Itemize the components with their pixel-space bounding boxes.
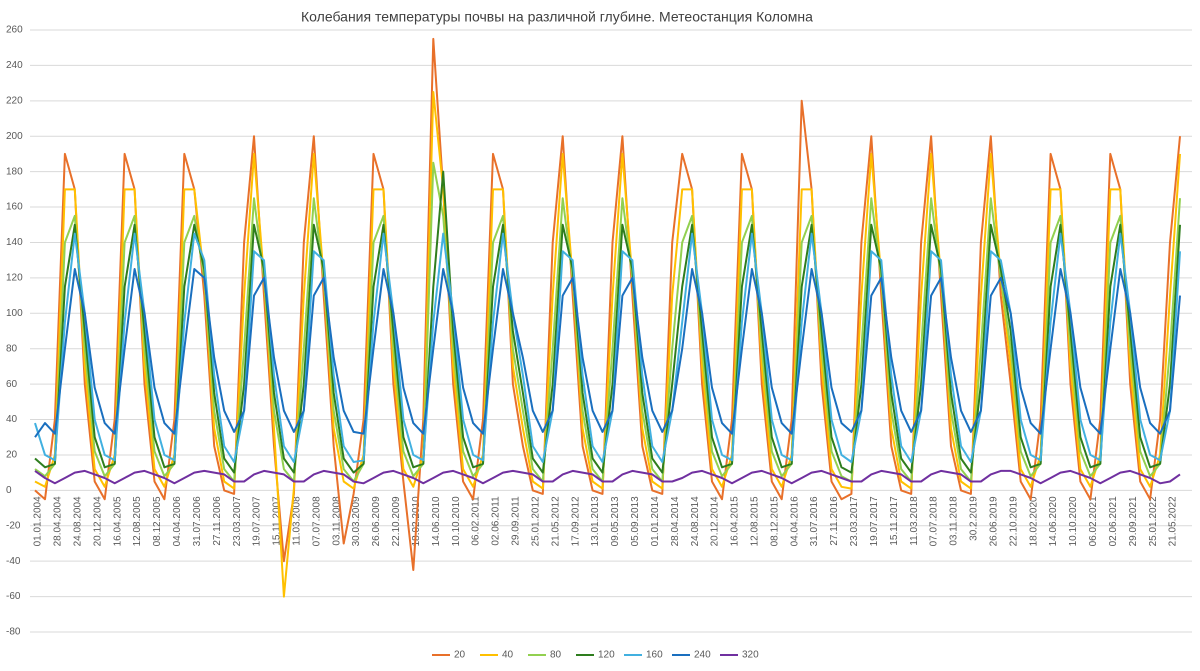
x-tick-label: 10.10.2010 <box>451 496 462 546</box>
series-line <box>34 170 1181 474</box>
x-tick-label: 05.09.2013 <box>630 496 641 546</box>
x-tick-label: 19.07.2017 <box>869 496 880 546</box>
x-tick-label: 10.10.2020 <box>1068 496 1079 546</box>
y-tick-label: 220 <box>6 95 23 106</box>
y-tick-label: 240 <box>6 60 23 71</box>
x-tick-label: 16.04.2015 <box>730 496 741 546</box>
x-tick-label: 18.02.2020 <box>1028 496 1039 546</box>
y-tick-label: -40 <box>6 556 21 567</box>
x-tick-label: 01.01.2004 <box>33 496 44 546</box>
x-tick-label: 04.04.2006 <box>172 496 183 546</box>
chart-title: Колебания температуры почвы на различной… <box>301 9 813 25</box>
x-tick-label: 22.10.2009 <box>391 496 402 546</box>
x-tick-label: 12.08.2015 <box>750 496 761 546</box>
y-tick-label: -60 <box>6 591 21 602</box>
x-tick-label: 27.11.2016 <box>829 496 840 546</box>
legend-label: 20 <box>454 650 466 661</box>
x-tick-label: 02.06.2021 <box>1108 496 1119 546</box>
y-tick-label: 20 <box>6 450 18 461</box>
x-tick-label: 29.09.2011 <box>511 496 522 546</box>
x-tick-label: 07.07.2018 <box>929 496 940 546</box>
x-tick-label: 24.08.2014 <box>690 496 701 546</box>
x-tick-label: 28.04.2014 <box>670 496 681 546</box>
y-tick-label: 140 <box>6 237 23 248</box>
y-tick-label: 40 <box>6 414 18 425</box>
x-tick-label: 13.01.2013 <box>590 496 601 546</box>
x-tick-label: 08.12.2005 <box>152 496 163 546</box>
x-tick-label: 15.11.2017 <box>889 496 900 546</box>
x-tick-label: 11.03.2018 <box>909 496 920 546</box>
legend-label: 120 <box>598 650 615 661</box>
x-tick-label: 01.01.2014 <box>650 496 661 546</box>
x-tick-label: 25.01.2012 <box>530 496 541 546</box>
series-line <box>34 232 1181 463</box>
y-tick-label: 0 <box>6 485 12 496</box>
y-tick-label: 260 <box>6 25 23 36</box>
x-tick-label: 15.11.2007 <box>272 496 283 546</box>
series-line <box>34 469 1181 485</box>
x-tick-label: 08.12.2015 <box>769 496 780 546</box>
y-tick-label: -80 <box>6 627 21 638</box>
x-tick-label: 21.05.2012 <box>550 496 561 546</box>
x-tick-label: 25.01.2022 <box>1148 496 1159 546</box>
x-tick-label: 12.08.2005 <box>132 496 143 546</box>
y-tick-label: 200 <box>6 131 23 142</box>
x-tick-label: 30.2.2019 <box>969 496 980 541</box>
x-tick-label: 04.04.2016 <box>789 496 800 546</box>
x-tick-label: 31.07.2006 <box>192 496 203 546</box>
x-tick-label: 03.11.2008 <box>331 496 342 546</box>
series-line <box>34 268 1181 438</box>
x-tick-label: 27.11.2006 <box>212 496 223 546</box>
x-tick-label: 23.03.2007 <box>232 496 243 546</box>
x-tick-label: 14.06.2010 <box>431 496 442 546</box>
x-tick-label: 24.08.2004 <box>72 496 83 546</box>
y-tick-label: 120 <box>6 273 23 284</box>
x-tick-label: 03.11.2018 <box>949 496 960 546</box>
legend-label: 40 <box>502 650 514 661</box>
x-tick-label: 07.07.2008 <box>311 496 322 546</box>
x-tick-label: 11.03.2008 <box>292 496 303 546</box>
x-tick-label: 20.12.2004 <box>92 496 103 546</box>
y-tick-label: 180 <box>6 166 23 177</box>
y-tick-label: 80 <box>6 343 18 354</box>
x-tick-label: 06.02.2021 <box>1088 496 1099 546</box>
series-line <box>34 37 1181 571</box>
x-tick-label: 26.06.2019 <box>988 496 999 546</box>
x-tick-label: 22.10.2019 <box>1008 496 1019 546</box>
y-tick-label: 60 <box>6 379 18 390</box>
legend-label: 240 <box>694 650 711 661</box>
x-tick-label: 21.05.2022 <box>1168 496 1179 546</box>
x-tick-label: 23.03.2017 <box>849 496 860 546</box>
x-tick-label: 19.07.2007 <box>252 496 263 546</box>
y-tick-label: -20 <box>6 520 21 531</box>
x-tick-label: 06.02.2011 <box>471 496 482 546</box>
x-tick-label: 26.06.2009 <box>371 496 382 546</box>
x-tick-label: 16.04.2005 <box>112 496 123 546</box>
y-tick-label: 100 <box>6 308 23 319</box>
legend-label: 160 <box>646 650 663 661</box>
y-tick-label: 160 <box>6 202 23 213</box>
x-tick-label: 02.06.2011 <box>491 496 502 546</box>
x-tick-label: 30.03.2009 <box>351 496 362 546</box>
x-tick-label: 17.09.2012 <box>570 496 581 546</box>
legend-label: 320 <box>742 650 759 661</box>
x-tick-label: 14.06.2020 <box>1048 496 1059 546</box>
x-tick-label: 20.12.2014 <box>710 496 721 546</box>
x-tick-label: 29.09.2021 <box>1128 496 1139 546</box>
x-tick-label: 28.04.2004 <box>53 496 64 546</box>
series-line <box>34 161 1181 483</box>
x-tick-label: 31.07.2016 <box>809 496 820 546</box>
legend-label: 80 <box>550 650 562 661</box>
series-line <box>34 91 1181 598</box>
x-tick-label: 09.05.2013 <box>610 496 621 546</box>
